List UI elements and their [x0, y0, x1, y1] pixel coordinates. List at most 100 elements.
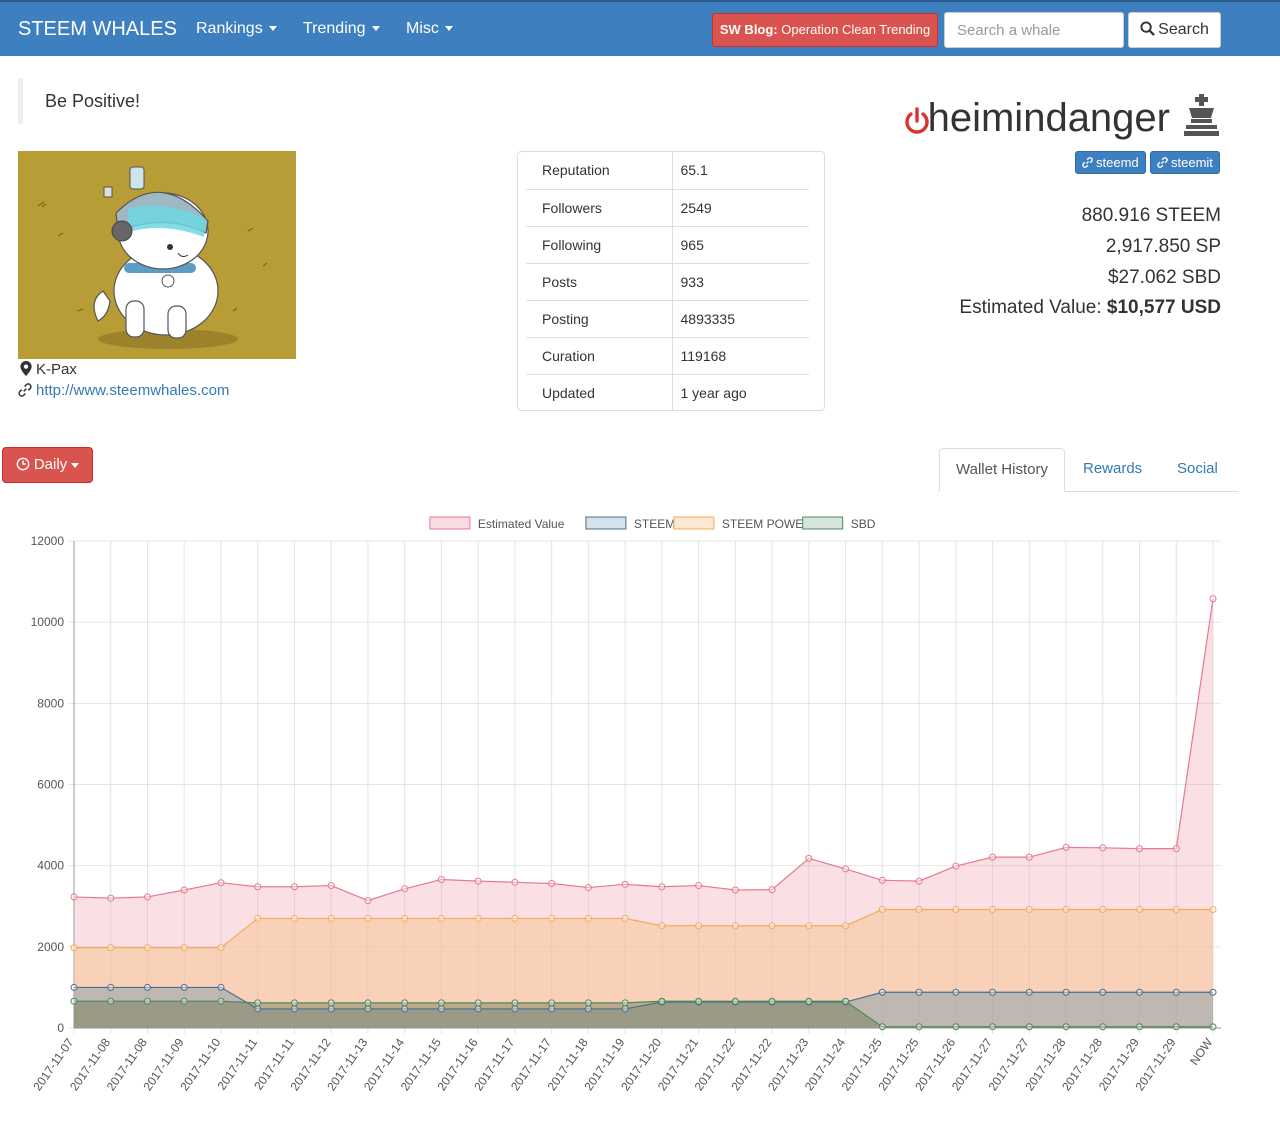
- data-point: [621, 914, 629, 922]
- stats-row-curation: Curation 119168: [526, 336, 809, 374]
- data-point: [548, 914, 556, 922]
- data-point: [401, 1005, 409, 1013]
- data-point: [143, 944, 151, 952]
- tab-social[interactable]: Social: [1177, 460, 1218, 477]
- y-tick-label: 10000: [31, 615, 65, 629]
- search-input[interactable]: [944, 12, 1124, 48]
- estimated-value-label: Estimated Value:: [959, 297, 1107, 318]
- data-point: [584, 999, 592, 1007]
- blog-prefix: SW Blog:: [719, 22, 778, 37]
- data-point: [915, 1023, 923, 1031]
- data-point: [842, 997, 850, 1005]
- data-point: [695, 882, 703, 890]
- brand-link[interactable]: STEEM WHALES: [18, 18, 177, 40]
- data-point: [1025, 905, 1033, 913]
- data-point: [217, 879, 225, 887]
- website-link[interactable]: http://www.steemwhales.com: [36, 382, 230, 399]
- data-point: [1025, 1023, 1033, 1031]
- data-point: [437, 914, 445, 922]
- nav-trending-dropdown[interactable]: Trending: [303, 20, 380, 38]
- avatar-image: [18, 151, 296, 359]
- data-point: [952, 1023, 960, 1031]
- data-point: [548, 880, 556, 888]
- blog-button[interactable]: SW Blog: Operation Clean Trending: [712, 13, 938, 47]
- tab-wallet-history[interactable]: Wallet History: [939, 448, 1065, 492]
- stats-row-reputation: Reputation 65.1: [526, 152, 809, 189]
- data-point: [70, 983, 78, 991]
- data-point: [180, 886, 188, 894]
- data-point: [1172, 905, 1180, 913]
- data-point: [511, 1005, 519, 1013]
- data-point: [1062, 843, 1070, 851]
- data-point: [1136, 905, 1144, 913]
- data-point: [952, 988, 960, 996]
- data-point: [952, 862, 960, 870]
- caret-down-icon: [268, 26, 277, 32]
- steemit-link-button[interactable]: steemit: [1150, 151, 1220, 174]
- data-point: [437, 999, 445, 1007]
- data-point: [989, 905, 997, 913]
- link-icon: [1157, 157, 1168, 168]
- nav-misc-label: Misc: [406, 20, 439, 37]
- profile-website[interactable]: http://www.steemwhales.com: [18, 382, 229, 399]
- data-point: [254, 999, 262, 1007]
- data-point: [915, 877, 923, 885]
- steemd-link-button[interactable]: steemd: [1075, 151, 1146, 174]
- data-point: [1099, 988, 1107, 996]
- data-point: [658, 997, 666, 1005]
- location-text: K-Pax: [36, 361, 77, 378]
- x-tick-label: NOW: [1187, 1035, 1216, 1068]
- data-point: [731, 922, 739, 930]
- data-point: [217, 983, 225, 991]
- stats-label: Updated: [526, 373, 673, 411]
- data-point: [1099, 1023, 1107, 1031]
- legend-swatch: [585, 516, 627, 530]
- data-point: [989, 988, 997, 996]
- data-point: [107, 983, 115, 991]
- data-point: [915, 988, 923, 996]
- period-label: Daily: [33, 456, 68, 473]
- balance-sbd: $27.062 SBD: [1107, 267, 1221, 288]
- top-navbar: STEEM WHALES Rankings Trending Misc SW B…: [0, 0, 1280, 56]
- nav-rankings-dropdown[interactable]: Rankings: [196, 20, 277, 38]
- data-point: [327, 999, 335, 1007]
- stats-value: 1 year ago: [672, 373, 809, 411]
- data-point: [254, 883, 262, 891]
- power-icon: [905, 107, 929, 134]
- data-point: [401, 999, 409, 1007]
- caret-down-icon: [371, 26, 380, 32]
- nav-misc-dropdown[interactable]: Misc: [406, 20, 453, 38]
- data-point: [621, 1005, 629, 1013]
- data-point: [952, 905, 960, 913]
- series-area: [74, 987, 1213, 1028]
- data-point: [1209, 595, 1217, 603]
- y-tick-label: 2000: [37, 940, 64, 954]
- caret-down-icon: [444, 26, 453, 32]
- series-line: [74, 908, 1213, 949]
- data-point: [658, 883, 666, 891]
- stats-label: Curation: [526, 336, 673, 374]
- y-tick-label: 8000: [37, 696, 64, 710]
- data-point: [290, 883, 298, 891]
- period-dropdown-button[interactable]: Daily: [2, 447, 93, 483]
- map-marker-icon: [20, 361, 32, 376]
- nav-rankings-label: Rankings: [196, 20, 263, 37]
- data-point: [989, 1023, 997, 1031]
- data-point: [1172, 988, 1180, 996]
- tab-rewards[interactable]: Rewards: [1083, 460, 1143, 477]
- data-point: [290, 999, 298, 1007]
- stats-value: 965: [672, 225, 809, 263]
- search-button-label: Search: [1158, 21, 1209, 38]
- data-point: [842, 922, 850, 930]
- data-point: [364, 1005, 372, 1013]
- data-point: [1099, 905, 1107, 913]
- data-point: [1172, 845, 1180, 853]
- search-button[interactable]: Search: [1128, 12, 1221, 48]
- link-icon: [1082, 157, 1093, 168]
- data-point: [217, 997, 225, 1005]
- series-area: [74, 909, 1213, 1028]
- stats-row-followers: Followers 2549: [526, 188, 809, 226]
- data-point: [658, 922, 666, 930]
- data-point: [1209, 988, 1217, 996]
- data-point: [327, 1005, 335, 1013]
